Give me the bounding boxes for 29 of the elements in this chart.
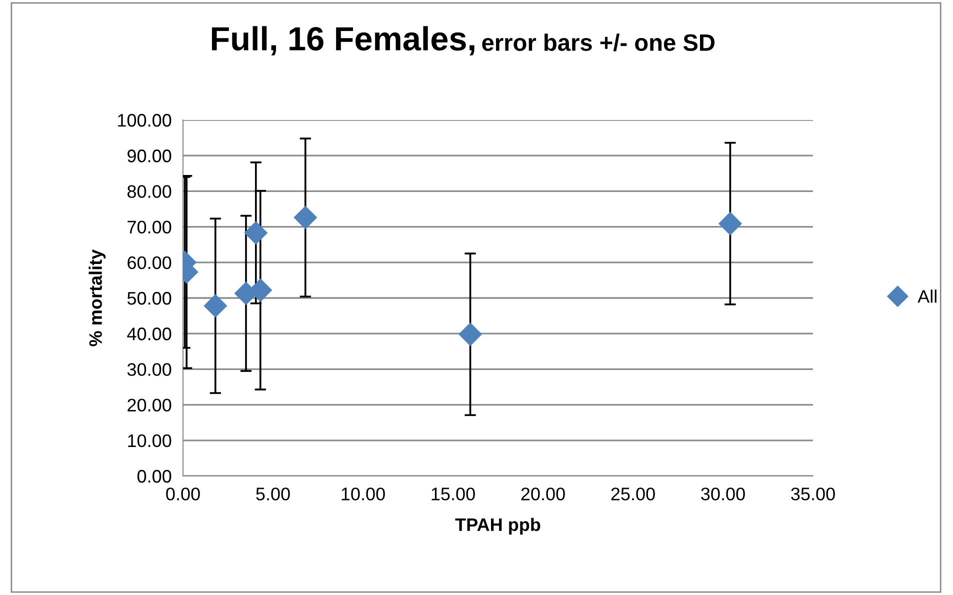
x-tick-label: 30.00 — [701, 488, 745, 500]
x-tick-label: 5.00 — [256, 488, 290, 500]
point — [294, 206, 317, 230]
y-tick-label: 100.00 — [118, 114, 172, 127]
point — [718, 212, 742, 236]
legend-label: All — [918, 290, 936, 303]
y-tick-label: 80.00 — [127, 185, 172, 198]
point — [458, 322, 482, 346]
x-tick-label: 15.00 — [432, 488, 475, 500]
y-tick-label: 90.00 — [128, 150, 172, 162]
y-tick-label: 30.00 — [127, 363, 172, 376]
y-tick-label: 40.00 — [127, 328, 172, 340]
y-tick-label: 50.00 — [127, 292, 172, 305]
chart-title: Full, 16 Females, — [212, 26, 474, 56]
y-tick-label: 70.00 — [128, 220, 172, 234]
chart-subtitle: error bars +/- one SD — [482, 34, 714, 52]
y-axis-title: % mortality — [88, 249, 106, 346]
y-tick-label: 60.00 — [128, 256, 172, 270]
y-tick-label: 20.00 — [128, 398, 172, 412]
point — [204, 294, 227, 318]
x-tick-label: 0.00 — [166, 488, 200, 500]
x-tick-label: 25.00 — [611, 488, 655, 500]
x-tick-label: 10.00 — [342, 488, 385, 500]
y-tick-label: 0.00 — [137, 470, 172, 483]
x-axis-title: TPAH ppb — [455, 518, 540, 535]
point — [244, 221, 268, 244]
x-tick-label: 35.00 — [791, 488, 835, 500]
x-tick-label: 20.00 — [521, 488, 565, 500]
y-tick-label: 10.00 — [128, 434, 172, 448]
